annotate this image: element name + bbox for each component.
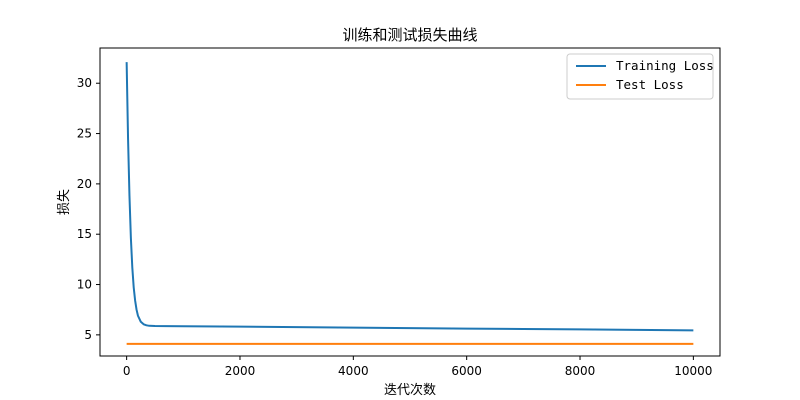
y-tick-label: 30 [77, 76, 92, 90]
ticks-layer: 0 2000 4000 6000 8000 10000 5 10 15 20 25 30 [77, 76, 713, 378]
x-tick-label: 10000 [674, 364, 712, 378]
y-tick-label: 20 [77, 177, 92, 191]
y-tick-label: 15 [77, 227, 92, 241]
chart-title: 训练和测试损失曲线 [342, 26, 477, 44]
x-tick-label: 0 [123, 364, 131, 378]
x-tick-label: 2000 [225, 364, 256, 378]
y-tick-label: 25 [77, 127, 92, 141]
plot-frame [99, 47, 721, 357]
legend: Training Loss Test Loss [566, 53, 714, 100]
series-layer [125, 62, 694, 345]
series-line-training-loss [125, 62, 694, 332]
legend-label-training-loss: Training Loss [616, 58, 714, 73]
x-tick-label: 4000 [338, 364, 369, 378]
y-tick-label: 10 [77, 278, 92, 292]
y-tick-label: 5 [84, 328, 92, 342]
x-tick-label: 8000 [565, 364, 596, 378]
x-tick-label: 6000 [451, 364, 482, 378]
y-axis-title: 损失 [57, 189, 72, 215]
x-axis-title: 迭代次数 [384, 382, 436, 398]
legend-label-test-loss: Test Loss [616, 77, 684, 92]
